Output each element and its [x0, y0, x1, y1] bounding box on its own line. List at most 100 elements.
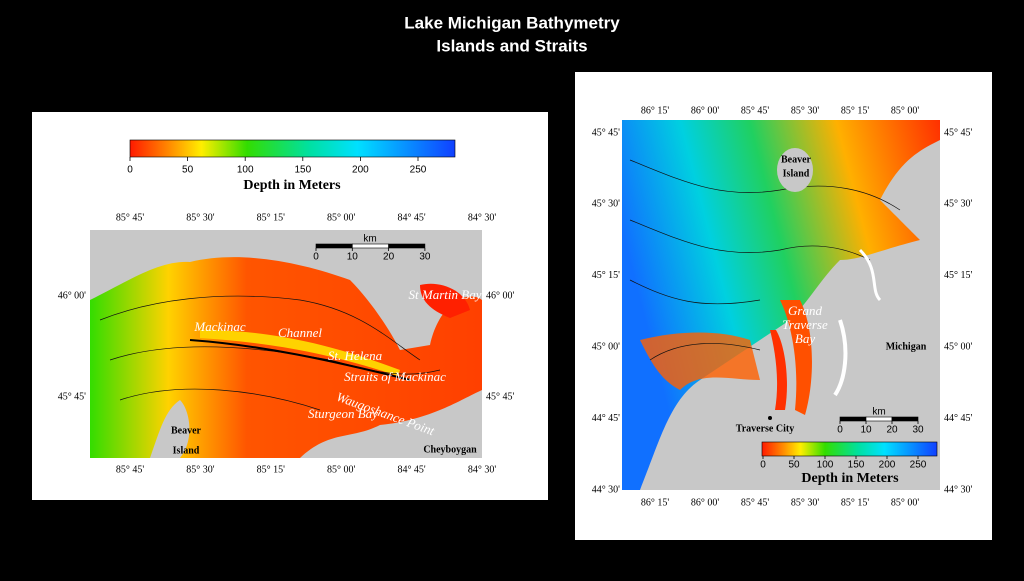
peninsula-water — [770, 330, 787, 410]
colorbar-label: Depth in Meters — [243, 178, 341, 193]
place-label: Island — [173, 445, 200, 456]
scale-segment — [351, 243, 389, 249]
coord-label: 45° 45' — [58, 391, 86, 402]
place-label: Island — [783, 168, 810, 179]
bay — [780, 300, 812, 415]
scale-segment — [891, 416, 919, 422]
coord-label: 85° 45' — [741, 497, 769, 508]
channel — [200, 330, 400, 376]
coord-label: 86° 15' — [641, 497, 669, 508]
bay — [420, 283, 470, 318]
tick-label: 200 — [879, 460, 896, 471]
scale-segment — [315, 243, 353, 249]
title-line: Lake Michigan Bathymetry — [404, 13, 620, 32]
coord-label: 85° 00' — [327, 212, 355, 223]
coord-label: 45° 15' — [592, 270, 620, 281]
coord-label: 85° 15' — [841, 497, 869, 508]
place-label: Beaver — [171, 425, 202, 436]
coord-label: 85° 15' — [257, 212, 285, 223]
coord-label: 85° 30' — [791, 105, 819, 116]
left-map: Mackinac Channel St. Helena Straits of M… — [90, 230, 482, 458]
coord-label: 44° 30' — [944, 484, 972, 495]
place-label: Michigan — [886, 341, 927, 352]
place-label: Bay — [795, 331, 815, 346]
tick-label: 0 — [837, 425, 843, 436]
coord-label: 85° 45' — [741, 105, 769, 116]
tick-label: 20 — [383, 252, 395, 263]
scale-segment — [839, 416, 867, 422]
coord-label: 84° 30' — [468, 212, 496, 223]
coord-label: 45° 30' — [944, 199, 972, 210]
coord-label: 84° 45' — [397, 464, 425, 475]
coord-label: 85° 30' — [186, 212, 214, 223]
tick-label: 10 — [860, 425, 872, 436]
water — [622, 120, 940, 490]
place-label: Cheyboygan — [423, 444, 477, 455]
coord-label: 45° 45' — [592, 127, 620, 138]
tick-label: 30 — [419, 252, 431, 263]
tick-label: 30 — [912, 425, 924, 436]
coord-label: 85° 00' — [891, 497, 919, 508]
tick-label: 250 — [410, 165, 427, 176]
colorbar-label: Depth in Meters — [801, 471, 899, 486]
tick-label: 20 — [886, 425, 898, 436]
tick-label: 200 — [352, 165, 369, 176]
right-map: Beaver Island Grand Traverse Bay Michiga… — [622, 120, 940, 490]
coord-label: 86° 00' — [691, 105, 719, 116]
coord-label: 85° 15' — [257, 464, 285, 475]
coord-label: 85° 30' — [791, 497, 819, 508]
scale-segment — [865, 416, 893, 422]
coord-label: 84° 30' — [468, 464, 496, 475]
tick-label: 150 — [294, 165, 311, 176]
coord-label: 86° 00' — [691, 497, 719, 508]
place-label: Traverse City — [736, 423, 794, 434]
coord-label: 85° 45' — [116, 212, 144, 223]
place-label: Grand — [788, 303, 822, 318]
title-line: Islands and Straits — [436, 36, 587, 55]
place-label: Beaver — [781, 154, 812, 165]
coord-label: 44° 45' — [944, 413, 972, 424]
tick-label: 0 — [760, 460, 766, 471]
place-label: St Martin Bay — [409, 287, 482, 302]
island — [777, 148, 813, 192]
colorbar — [761, 441, 938, 457]
coord-label: 85° 30' — [186, 464, 214, 475]
coord-label: 45° 15' — [944, 270, 972, 281]
coord-label: 46° 00' — [58, 290, 86, 301]
coord-label: 86° 15' — [641, 105, 669, 116]
coord-label: 45° 45' — [944, 127, 972, 138]
tick-label: 100 — [817, 460, 834, 471]
coord-label: 85° 45' — [116, 464, 144, 475]
scale-unit: km — [363, 234, 376, 245]
tick-label: 100 — [237, 165, 254, 176]
place-label: Straits of Mackinac — [344, 369, 446, 384]
place-label: Sturgeon Bay — [308, 406, 378, 421]
coord-label: 45° 45' — [486, 391, 514, 402]
coord-label: 45° 00' — [592, 341, 620, 352]
water — [90, 257, 482, 458]
scale-unit: km — [872, 407, 885, 418]
coord-label: 85° 00' — [327, 464, 355, 475]
place-label: Channel — [278, 325, 322, 340]
coord-label: 46° 00' — [486, 290, 514, 301]
colorbar — [129, 139, 456, 158]
place-label: St. Helena — [328, 348, 383, 363]
place-label: Traverse — [782, 317, 828, 332]
tick-label: 0 — [127, 165, 133, 176]
tick-label: 10 — [347, 252, 359, 263]
coord-label: 85° 15' — [841, 105, 869, 116]
coord-label: 85° 00' — [891, 105, 919, 116]
tick-label: 150 — [848, 460, 865, 471]
coord-label: 45° 00' — [944, 341, 972, 352]
place-label: Mackinac — [193, 319, 245, 334]
coord-label: 45° 30' — [592, 199, 620, 210]
coord-label: 44° 30' — [592, 484, 620, 495]
tick-label: 50 — [788, 460, 800, 471]
tick-label: 0 — [313, 252, 319, 263]
tick-label: 50 — [182, 165, 194, 176]
tick-label: 250 — [910, 460, 927, 471]
island — [150, 400, 190, 458]
coord-label: 84° 45' — [397, 212, 425, 223]
